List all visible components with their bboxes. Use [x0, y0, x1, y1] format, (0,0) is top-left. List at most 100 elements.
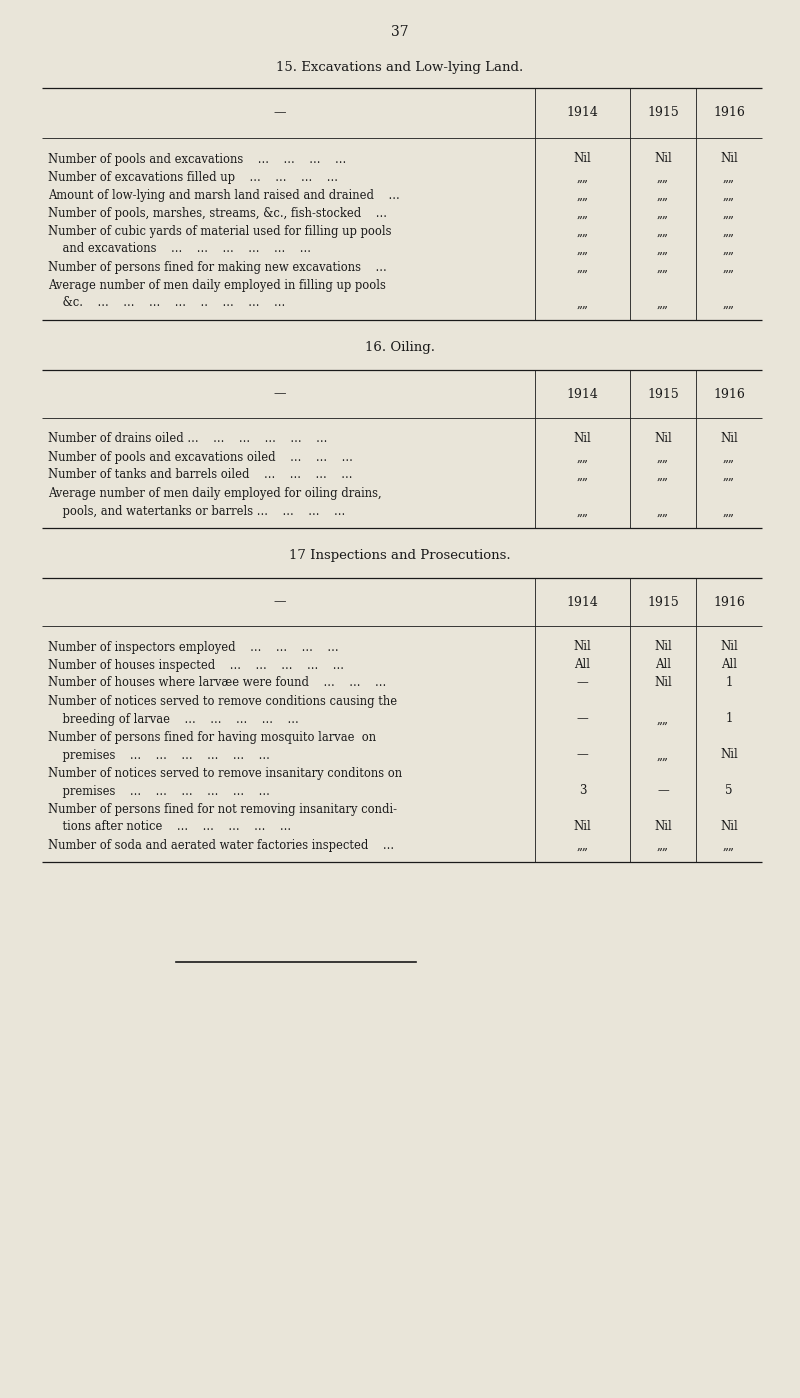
Text: „„: „„ [577, 260, 589, 274]
Text: Average number of men daily employed in filling up pools: Average number of men daily employed in … [48, 278, 386, 292]
Text: Number of excavations filled up    ...    ...    ...    ...: Number of excavations filled up ... ... … [48, 171, 338, 183]
Text: „„: „„ [577, 296, 589, 309]
Text: „„: „„ [657, 260, 669, 274]
Text: „„: „„ [577, 225, 589, 238]
Text: „„: „„ [657, 839, 669, 851]
Text: „„: „„ [577, 171, 589, 183]
Text: 1915: 1915 [647, 387, 679, 400]
Text: „„: „„ [723, 505, 735, 517]
Text: 37: 37 [391, 25, 409, 39]
Text: „„: „„ [577, 505, 589, 517]
Text: „„: „„ [657, 296, 669, 309]
Text: „„: „„ [723, 839, 735, 851]
Text: Nil: Nil [574, 432, 591, 446]
Text: Nil: Nil [654, 152, 672, 165]
Text: „„: „„ [577, 242, 589, 256]
Text: Number of pools, marshes, streams, &c., fish-stocked    ...: Number of pools, marshes, streams, &c., … [48, 207, 387, 219]
Text: 1914: 1914 [566, 596, 598, 608]
Text: Nil: Nil [654, 677, 672, 689]
Text: Nil: Nil [720, 821, 738, 833]
Text: „„: „„ [577, 207, 589, 219]
Text: „„: „„ [657, 505, 669, 517]
Text: „„: „„ [577, 468, 589, 481]
Text: „„: „„ [577, 189, 589, 201]
Text: and excavations    ...    ...    ...    ...    ...    ...: and excavations ... ... ... ... ... ... [48, 242, 311, 256]
Text: Number of houses inspected    ...    ...    ...    ...    ...: Number of houses inspected ... ... ... .… [48, 658, 344, 671]
Text: „„: „„ [657, 225, 669, 238]
Text: Number of drains oiled ...    ...    ...    ...    ...    ...: Number of drains oiled ... ... ... ... .… [48, 432, 327, 446]
Text: &c.    ...    ...    ...    ...    ..    ...    ...    ...: &c. ... ... ... ... .. ... ... ... [48, 296, 286, 309]
Text: Number of notices served to remove conditions causing the: Number of notices served to remove condi… [48, 695, 397, 707]
Text: 1915: 1915 [647, 596, 679, 608]
Text: —: — [577, 677, 588, 689]
Text: premises    ...    ...    ...    ...    ...    ...: premises ... ... ... ... ... ... [48, 784, 270, 797]
Text: breeding of larvae    ...    ...    ...    ...    ...: breeding of larvae ... ... ... ... ... [48, 713, 298, 726]
Text: 1915: 1915 [647, 106, 679, 119]
Text: Nil: Nil [720, 748, 738, 762]
Text: Amount of low-lying and marsh land raised and drained    ...: Amount of low-lying and marsh land raise… [48, 189, 400, 201]
Text: Number of persons fined for making new excavations    ...: Number of persons fined for making new e… [48, 260, 386, 274]
Text: Number of pools and excavations    ...    ...    ...    ...: Number of pools and excavations ... ... … [48, 152, 346, 165]
Text: 15. Excavations and Low-lying Land.: 15. Excavations and Low-lying Land. [276, 62, 524, 74]
Text: „„: „„ [577, 450, 589, 464]
Text: „„: „„ [723, 468, 735, 481]
Text: „„: „„ [657, 748, 669, 762]
Text: 17 Inspections and Prosecutions.: 17 Inspections and Prosecutions. [289, 549, 511, 562]
Text: All: All [721, 658, 737, 671]
Text: Average number of men daily employed for oiling drains,: Average number of men daily employed for… [48, 487, 382, 499]
Text: tions after notice    ...    ...    ...    ...    ...: tions after notice ... ... ... ... ... [48, 821, 291, 833]
Text: Nil: Nil [654, 821, 672, 833]
Text: 1: 1 [726, 713, 733, 726]
Text: „„: „„ [723, 189, 735, 201]
Text: —: — [274, 387, 286, 400]
Text: Nil: Nil [720, 640, 738, 653]
Text: Number of persons fined for having mosquito larvae  on: Number of persons fined for having mosqu… [48, 731, 376, 744]
Text: Nil: Nil [654, 640, 672, 653]
Text: 1: 1 [726, 677, 733, 689]
Text: „„: „„ [723, 450, 735, 464]
Text: 5: 5 [726, 784, 733, 797]
Text: All: All [655, 658, 671, 671]
Text: „„: „„ [657, 450, 669, 464]
Text: „„: „„ [723, 225, 735, 238]
Text: —: — [657, 784, 669, 797]
Text: Number of soda and aerated water factories inspected    ...: Number of soda and aerated water factori… [48, 839, 394, 851]
Text: Number of houses where larvæe were found    ...    ...    ...: Number of houses where larvæe were found… [48, 677, 386, 689]
Text: „„: „„ [657, 242, 669, 256]
Text: pools, and watertanks or barrels ...    ...    ...    ...: pools, and watertanks or barrels ... ...… [48, 505, 346, 517]
Text: Nil: Nil [574, 152, 591, 165]
Text: „„: „„ [657, 171, 669, 183]
Text: „„: „„ [723, 260, 735, 274]
Text: 3: 3 [578, 784, 586, 797]
Text: premises    ...    ...    ...    ...    ...    ...: premises ... ... ... ... ... ... [48, 748, 270, 762]
Text: Number of persons fined for not removing insanitary condi-: Number of persons fined for not removing… [48, 802, 397, 815]
Text: Number of cubic yards of material used for filling up pools: Number of cubic yards of material used f… [48, 225, 391, 238]
Text: Number of inspectors employed    ...    ...    ...    ...: Number of inspectors employed ... ... ..… [48, 640, 338, 653]
Text: „„: „„ [723, 207, 735, 219]
Text: Nil: Nil [654, 432, 672, 446]
Text: „„: „„ [657, 189, 669, 201]
Text: All: All [574, 658, 590, 671]
Text: „„: „„ [657, 468, 669, 481]
Text: Nil: Nil [574, 640, 591, 653]
Text: 1916: 1916 [713, 387, 745, 400]
Text: „„: „„ [577, 839, 589, 851]
Text: 1916: 1916 [713, 106, 745, 119]
Text: 1914: 1914 [566, 387, 598, 400]
Text: Number of notices served to remove insanitary conditons on: Number of notices served to remove insan… [48, 766, 402, 780]
Text: „„: „„ [657, 713, 669, 726]
Text: Nil: Nil [720, 152, 738, 165]
Text: „„: „„ [657, 207, 669, 219]
Text: Number of pools and excavations oiled    ...    ...    ...: Number of pools and excavations oiled ..… [48, 450, 353, 464]
Text: —: — [274, 106, 286, 119]
Text: 1914: 1914 [566, 106, 598, 119]
Text: Nil: Nil [574, 821, 591, 833]
Text: Nil: Nil [720, 432, 738, 446]
Text: „„: „„ [723, 171, 735, 183]
Text: —: — [577, 748, 588, 762]
Text: —: — [577, 713, 588, 726]
Text: „„: „„ [723, 296, 735, 309]
Text: 16. Oiling.: 16. Oiling. [365, 341, 435, 355]
Text: 1916: 1916 [713, 596, 745, 608]
Text: „„: „„ [723, 242, 735, 256]
